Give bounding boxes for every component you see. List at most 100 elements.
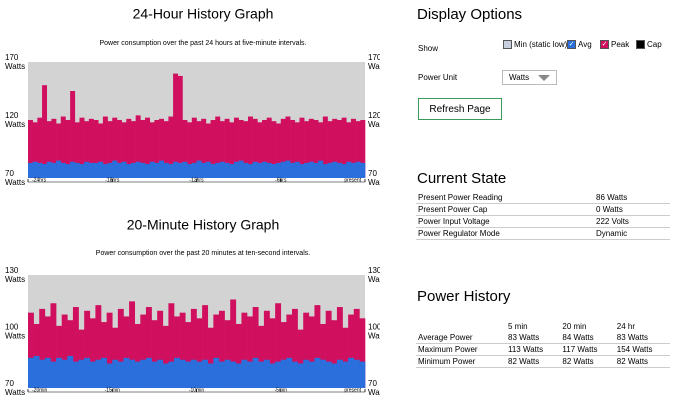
chart-subtitle: Power consumption over the past 20 minut…	[96, 250, 310, 257]
bar	[263, 310, 270, 388]
bar	[157, 359, 164, 388]
bar	[89, 361, 96, 388]
bar	[190, 308, 197, 388]
bar	[116, 162, 122, 178]
bar	[314, 305, 321, 388]
bar	[126, 164, 132, 178]
bar	[348, 357, 355, 388]
bar	[196, 318, 203, 388]
display-options-title: Display Options	[417, 6, 523, 23]
bar	[129, 359, 136, 388]
bar	[117, 361, 124, 388]
bar	[65, 164, 71, 178]
bar	[294, 161, 300, 178]
unit-select[interactable]: Watts	[502, 70, 557, 85]
x-tick-label: -18hrs	[105, 177, 120, 183]
bar	[224, 359, 231, 388]
y-tick-label: 130	[368, 266, 380, 275]
header-cell: 20 min	[562, 322, 587, 331]
bar	[78, 329, 85, 388]
bar	[79, 117, 85, 178]
bar	[238, 120, 244, 178]
bar	[74, 162, 80, 178]
bar	[359, 361, 366, 388]
dropdown-arrow	[538, 75, 550, 81]
bar	[342, 361, 349, 388]
show-option[interactable]: ✓ Avg	[567, 40, 592, 49]
bar	[355, 161, 361, 178]
table-row: Power Regulator Mode Dynamic	[416, 227, 670, 240]
show-option[interactable]: Min (static low)	[503, 40, 567, 49]
bar	[341, 117, 347, 178]
bar	[266, 117, 272, 178]
checkbox[interactable]	[503, 40, 512, 49]
bar	[219, 161, 225, 178]
bar	[336, 307, 343, 388]
bar	[88, 118, 94, 178]
bar	[106, 363, 113, 388]
bar	[117, 308, 124, 388]
bar	[44, 316, 51, 388]
bar	[187, 164, 193, 178]
show-label: Show	[418, 44, 439, 53]
show-option[interactable]: Cap	[636, 40, 662, 49]
bar	[243, 121, 249, 178]
bar	[355, 121, 361, 178]
bar	[353, 359, 360, 388]
bar	[230, 299, 237, 388]
cell-value: 113 Watts	[506, 343, 561, 356]
cell-label: Present Power Cap	[416, 203, 594, 216]
y-unit-label: Watts	[368, 120, 380, 129]
bar	[299, 164, 305, 178]
option-label: Cap	[647, 40, 662, 49]
table-row: Average Power 83 Watts 84 Watts 83 Watts	[416, 332, 670, 344]
bar	[140, 120, 146, 178]
bar	[44, 357, 51, 388]
y-tick-label: 170	[5, 53, 19, 62]
bar	[291, 361, 298, 388]
bar	[230, 361, 237, 388]
bar	[126, 118, 132, 178]
bar	[280, 359, 287, 388]
checkbox[interactable]: ✓	[600, 40, 609, 49]
bar	[168, 164, 174, 178]
show-option[interactable]: ✓ Peak	[600, 40, 629, 49]
bar	[106, 312, 113, 388]
bar	[191, 162, 197, 178]
bar	[257, 122, 263, 178]
bar	[332, 161, 338, 178]
y-unit-label: Watts	[5, 178, 25, 187]
bar	[101, 357, 107, 388]
bar	[95, 305, 102, 388]
option-label: Avg	[578, 40, 592, 49]
bar	[350, 162, 356, 178]
bar	[65, 120, 71, 178]
checkbox[interactable]: ✓	[567, 40, 576, 49]
bar	[145, 307, 152, 388]
bar	[129, 301, 136, 388]
bar	[28, 312, 34, 388]
bar	[56, 325, 62, 388]
bar	[348, 314, 355, 388]
bar	[42, 164, 48, 178]
bar	[51, 162, 57, 178]
bar	[346, 122, 352, 178]
bar	[320, 323, 326, 388]
bar	[341, 164, 347, 178]
power-history-title: Power History	[417, 288, 511, 305]
bar	[149, 122, 155, 178]
cell-value: 83 Watts	[614, 332, 670, 344]
refresh-button[interactable]: Refresh Page	[418, 98, 502, 120]
bar	[60, 116, 66, 178]
bar	[205, 161, 211, 178]
bar	[336, 120, 342, 178]
bar	[332, 118, 338, 178]
bar	[159, 160, 165, 178]
bar	[102, 164, 108, 178]
bar	[177, 162, 183, 178]
bar	[258, 325, 265, 388]
bar	[210, 120, 216, 178]
bar	[314, 357, 321, 388]
bar	[121, 161, 127, 178]
checkbox[interactable]	[636, 40, 645, 49]
